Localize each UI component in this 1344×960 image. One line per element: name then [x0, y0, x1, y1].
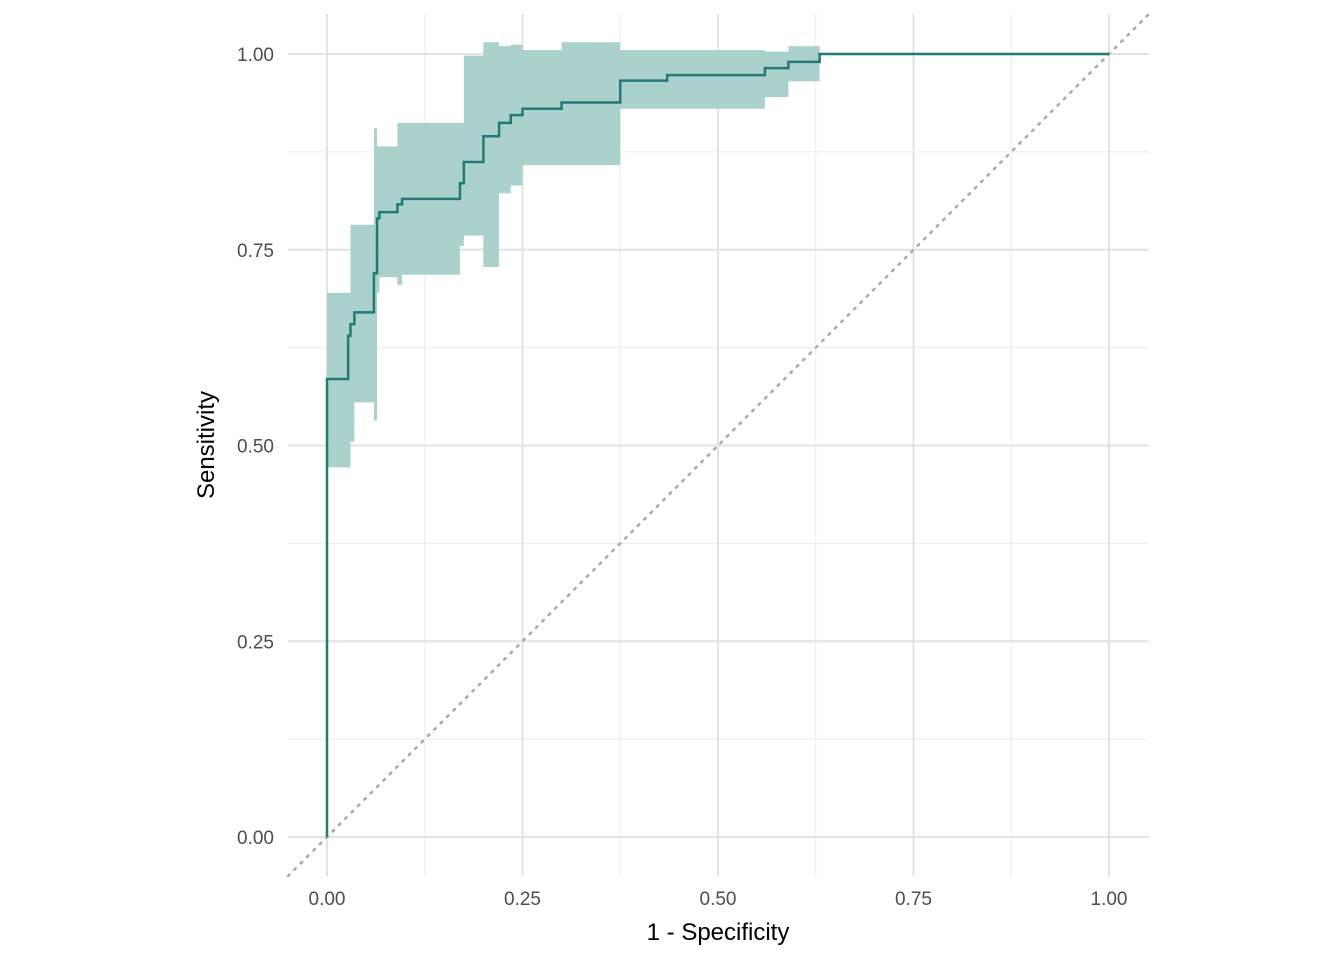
confidence-band-layer — [327, 42, 820, 468]
y-tick-label: 0.75 — [237, 241, 274, 262]
y-tick-label: 0.00 — [237, 828, 274, 849]
y-axis-ticks: 0.00 0.25 0.50 0.75 1.00 — [237, 45, 274, 849]
x-axis-ticks: 0.00 0.25 0.50 0.75 1.00 — [309, 889, 1128, 910]
x-tick-label: 0.00 — [309, 889, 346, 910]
x-tick-label: 0.25 — [504, 889, 541, 910]
y-tick-label: 0.50 — [237, 437, 274, 458]
y-tick-label: 0.25 — [237, 632, 274, 653]
x-tick-label: 0.75 — [895, 889, 932, 910]
x-tick-label: 1.00 — [1091, 889, 1128, 910]
x-axis-title: 1 - Specificity — [647, 919, 790, 946]
y-tick-label: 1.00 — [237, 45, 274, 66]
confidence-band — [327, 42, 820, 468]
roc-curve — [325, 52, 1109, 837]
y-axis-title: Sensitivity — [193, 391, 220, 499]
roc-curve-layer — [325, 52, 1109, 837]
x-tick-label: 0.50 — [700, 889, 737, 910]
